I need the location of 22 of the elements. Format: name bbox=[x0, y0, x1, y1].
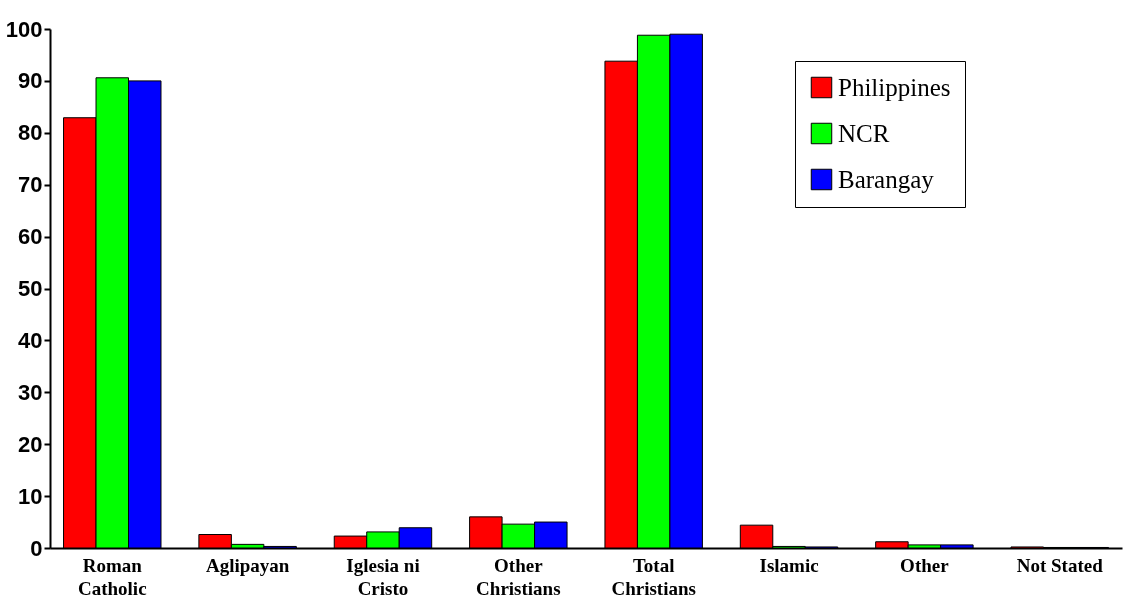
legend-label: Barangay bbox=[838, 165, 935, 193]
legend-label: Philippines bbox=[838, 73, 951, 101]
x-tick-label: Aglipayan bbox=[205, 554, 290, 576]
y-tick-label: 50 bbox=[18, 276, 43, 301]
y-tick-label: 0 bbox=[30, 535, 43, 561]
x-tick-label: Other Christians bbox=[476, 554, 561, 599]
y-tick-label: 30 bbox=[18, 379, 43, 405]
y-tick-label: 60 bbox=[18, 224, 43, 250]
x-tick-label: Total Christians bbox=[611, 554, 696, 599]
y-tick-label: 80 bbox=[18, 120, 43, 146]
y-tick-label: 20 bbox=[18, 431, 43, 457]
x-tick-label: Islamic bbox=[759, 554, 819, 576]
y-tick-label: 70 bbox=[18, 172, 43, 198]
x-tick-label: Not Stated bbox=[1016, 554, 1104, 576]
legend-label: NCR bbox=[838, 119, 890, 147]
y-tick-label: 10 bbox=[18, 483, 43, 509]
y-tick-label: 40 bbox=[18, 327, 43, 353]
x-tick-label: Iglesia ni Cristo bbox=[346, 554, 420, 599]
y-tick-label: 90 bbox=[18, 68, 43, 94]
x-tick-label: Other bbox=[900, 554, 950, 576]
x-tick-label: Roman Catholic bbox=[77, 554, 147, 599]
y-tick-label: 100 bbox=[5, 16, 43, 42]
